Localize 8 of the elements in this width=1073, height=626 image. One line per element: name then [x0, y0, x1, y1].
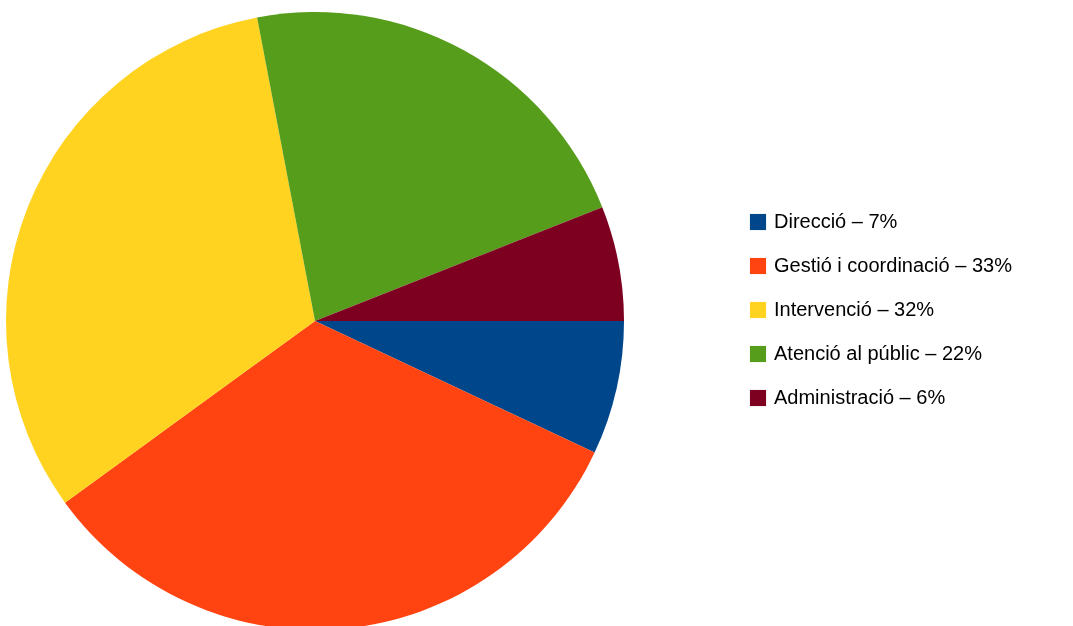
legend-label: Direcció – 7% [774, 210, 898, 232]
legend-label: Administració – 6% [774, 386, 946, 408]
pie-slice [257, 12, 603, 321]
pie-slice [315, 321, 624, 453]
legend-label: Intervenció – 32% [774, 298, 935, 320]
legend-label: Atenció al públic – 22% [774, 342, 983, 364]
pie-slice [315, 207, 624, 321]
legend-label: Gestió i coordinació – 33% [774, 254, 1013, 276]
